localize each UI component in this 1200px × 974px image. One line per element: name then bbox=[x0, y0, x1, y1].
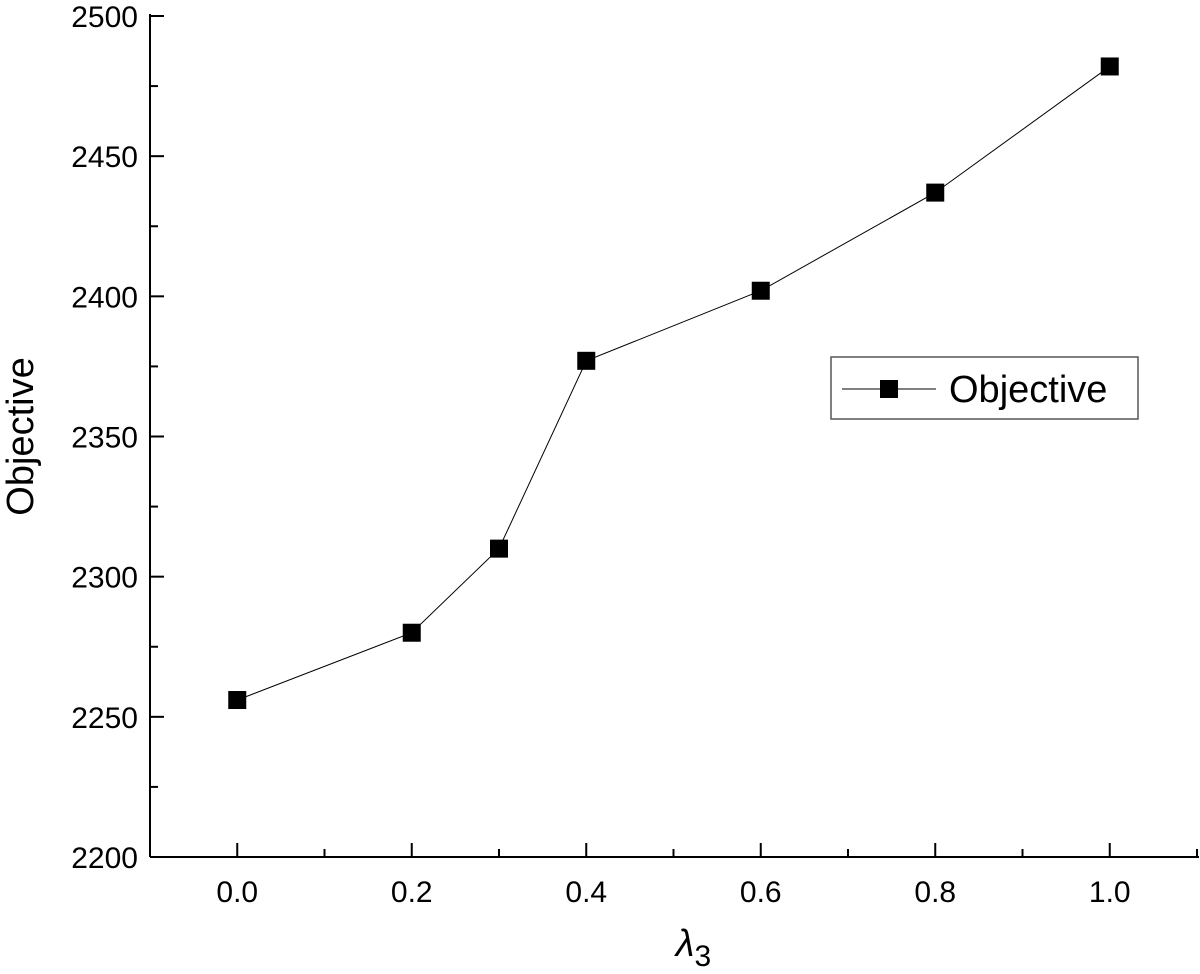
ticks bbox=[149, 15, 1198, 858]
tick-labels: 2200 2250 2300 2350 2400 2450 2500 0.0 0.2 0.4 0.6… bbox=[71, 1, 1130, 909]
x-tick-label: 0.0 bbox=[216, 876, 258, 909]
x-tick-label: 0.2 bbox=[391, 876, 433, 909]
legend: Objective bbox=[830, 356, 1139, 420]
legend-marker-square bbox=[880, 380, 898, 398]
data-point-marker bbox=[402, 623, 421, 642]
series-layer bbox=[228, 57, 1119, 710]
data-point-marker bbox=[1100, 57, 1119, 76]
x-axis-title: λ3 bbox=[674, 923, 711, 973]
legend-label: Objective bbox=[949, 369, 1107, 411]
x-axis-title-main: λ bbox=[674, 923, 695, 965]
data-point-marker bbox=[751, 281, 770, 300]
data-point-marker bbox=[490, 539, 508, 558]
x-tick-label: 0.8 bbox=[914, 876, 956, 909]
x-tick-label: 0.4 bbox=[565, 876, 607, 909]
y-tick-label: 2350 bbox=[71, 422, 138, 455]
y-tick-label: 2200 bbox=[71, 842, 138, 875]
x-tick-label: 0.6 bbox=[740, 876, 782, 909]
y-axis-title: Objective bbox=[0, 357, 42, 515]
data-point-marker bbox=[926, 183, 945, 202]
y-tick-label: 2450 bbox=[71, 141, 138, 174]
y-tick-label: 2400 bbox=[71, 281, 138, 314]
y-tick-label: 2500 bbox=[71, 1, 138, 34]
y-tick-label: 2300 bbox=[71, 562, 138, 595]
axes bbox=[149, 14, 1199, 858]
x-axis-title-subscript: 3 bbox=[695, 940, 712, 973]
x-tick-label: 1.0 bbox=[1089, 876, 1131, 909]
data-point-marker bbox=[577, 351, 596, 370]
y-tick-label: 2250 bbox=[71, 702, 138, 735]
data-point-marker bbox=[228, 691, 247, 710]
